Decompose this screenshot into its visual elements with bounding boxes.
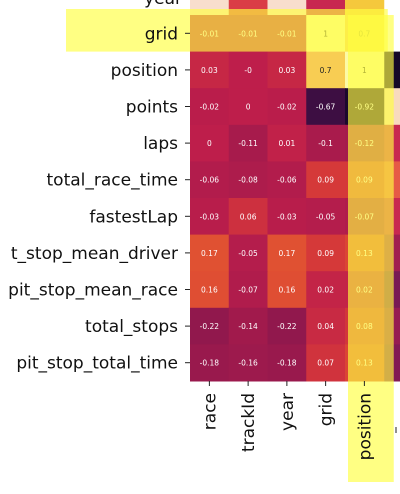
cell-value-label: -0.05 [238, 249, 258, 258]
heatmap-cell-total_race_time-race [190, 161, 230, 199]
heatmap-cell-pit_stop_mean_race-race [190, 271, 230, 309]
heatmap-cell-total_race_time-year [267, 161, 307, 199]
cell-value-label: -0.02 [200, 103, 220, 112]
cell-value-label: -0.1 [318, 139, 333, 148]
heatmap-cell-pit_stop_total_time-year [267, 344, 307, 382]
cell-value-label: 0.07 [317, 359, 334, 368]
row-label-total_race_time: total_race_time [47, 171, 179, 191]
cell-value-label: 0.7 [320, 66, 332, 75]
heatmap-cell-position-race [190, 51, 230, 89]
heatmap-cell-fastestLap-grid [306, 198, 346, 236]
cell-value-label: 0.04 [317, 322, 334, 331]
cell-value-label: -0.67 [316, 103, 336, 112]
cell-value-label: 0.03 [201, 66, 218, 75]
cell-value-label: -0.02 [277, 103, 297, 112]
heatmap-cell-laps-trackId [228, 124, 268, 162]
row-highlight [66, 9, 388, 52]
row-label-grid: grid [145, 24, 178, 44]
cell-value-label: -0.08 [238, 176, 258, 185]
cell-value-label: 0.09 [317, 176, 334, 185]
heatmap-cell-pit_stop_mean_race-trackId [228, 271, 268, 309]
column-label-race: race [200, 393, 220, 430]
cell-value-label: -0.22 [200, 322, 220, 331]
row-label-position: position [111, 61, 178, 81]
heatmap-cell-pit_stop_mean_driver-grid [306, 234, 346, 272]
cell-value-label: 0.03 [279, 66, 296, 75]
heatmap-cell-fastestLap-trackId [228, 198, 268, 236]
cell-value-label: 0.17 [201, 249, 218, 258]
cell-value-label: -0.07 [238, 286, 258, 295]
cell-value-label: 0.16 [279, 286, 296, 295]
heatmap-cell-total_stops-race [190, 307, 230, 345]
cell-value-label: 0.16 [201, 286, 218, 295]
heatmap-cell-pit_stop_mean_race-year [267, 271, 307, 309]
cell-value-label: 0.02 [317, 286, 334, 295]
heatmap-cell-points-year [267, 88, 307, 126]
cell-value-label: -0.18 [200, 359, 220, 368]
cell-value-label: -0.16 [238, 359, 258, 368]
row-label-year-partial: year [144, 0, 182, 9]
heatmap-cell-total_race_time-grid [306, 161, 346, 199]
row-label-points: points [126, 98, 178, 118]
heatmap-cell-laps-year [267, 124, 307, 162]
heatmap-cell-fastestLap-year [267, 198, 307, 236]
cell-value-label: -0.03 [277, 212, 297, 221]
column-label-trackId: trackId [239, 393, 259, 452]
heatmap-cell-total_stops-trackId [228, 307, 268, 345]
heatmap-cell-laps-grid [306, 124, 346, 162]
cell-value-label: -0.03 [200, 212, 220, 221]
heatmap-cell-points-trackId [228, 88, 268, 126]
heatmap-cell-position-grid [306, 51, 346, 89]
cell-value-label: -0.05 [316, 212, 336, 221]
cell-value-label: -0.06 [200, 176, 220, 185]
cell-value-label: 0.01 [279, 139, 296, 148]
cell-value-label: -0 [244, 66, 252, 75]
heatmap-cell-points-grid [306, 88, 346, 126]
row-label-pit_stop_total_time: pit_stop_total_time [16, 354, 178, 374]
row-label-fastestLap: fastestLap [89, 207, 178, 227]
cell-value-label: 0 [246, 103, 251, 112]
cell-value-label: 0.17 [279, 249, 296, 258]
cell-value-label: -0.11 [238, 139, 258, 148]
row-label-pit_stop_mean_race: pit_stop_mean_race [8, 281, 178, 301]
heatmap-cell-laps-race [190, 124, 230, 162]
cell-value-label: 0.09 [317, 249, 334, 258]
heatmap-cell-total_race_time-trackId [228, 161, 268, 199]
heatmap-cell-position-year [267, 51, 307, 89]
heatmap-cell-pit_stop_mean_driver-trackId [228, 234, 268, 272]
cell-value-label: 0 [207, 139, 212, 148]
cell-value-label: -0.14 [238, 322, 258, 331]
heatmap-cell-pit_stop_mean_driver-year [267, 234, 307, 272]
heatmap-cell-fastestLap-race [190, 198, 230, 236]
row-label-total_stops: total_stops [85, 317, 178, 337]
column-label-grid: grid [317, 393, 337, 426]
heatmap-cell-total_stops-year [267, 307, 307, 345]
heatmap-cell-pit_stop_total_time-trackId [228, 344, 268, 382]
heatmap-cell-position-trackId [228, 51, 268, 89]
row-label-laps: laps [143, 134, 178, 154]
column-label-position: position [355, 393, 375, 460]
heatmap-cell-pit_stop_total_time-grid [306, 344, 346, 382]
heatmap-cell-pit_stop_mean_race-grid [306, 271, 346, 309]
heatmap-cell-total_stops-grid [306, 307, 346, 345]
heatmap-cell-pit_stop_total_time-race [190, 344, 230, 382]
row-label-pit_stop_mean_driver: t_stop_mean_driver [11, 244, 178, 264]
cell-value-label: -0.22 [277, 322, 297, 331]
cell-value-label: -0.18 [277, 359, 297, 368]
heatmap-cell-pit_stop_mean_driver-race [190, 234, 230, 272]
column-label-year: year [278, 393, 298, 431]
cell-value-label: -0.06 [277, 176, 297, 185]
column-highlight [348, 15, 394, 482]
cell-value-label: 0.06 [240, 212, 257, 221]
heatmap-cell-points-race [190, 88, 230, 126]
